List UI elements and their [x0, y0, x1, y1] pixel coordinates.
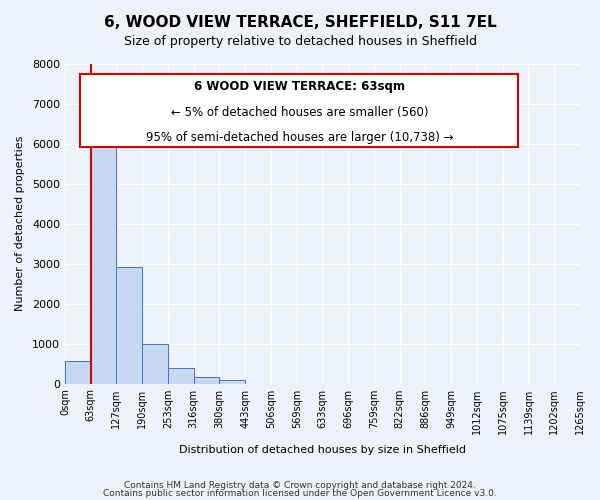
Text: Contains HM Land Registry data © Crown copyright and database right 2024.: Contains HM Land Registry data © Crown c…: [124, 481, 476, 490]
Text: Contains public sector information licensed under the Open Government Licence v3: Contains public sector information licen…: [103, 488, 497, 498]
Text: Size of property relative to detached houses in Sheffield: Size of property relative to detached ho…: [124, 35, 476, 48]
Bar: [116, 267, 142, 384]
Text: 6, WOOD VIEW TERRACE, SHEFFIELD, S11 7EL: 6, WOOD VIEW TERRACE, SHEFFIELD, S11 7EL: [104, 15, 496, 30]
Text: ← 5% of detached houses are smaller (560): ← 5% of detached houses are smaller (560…: [170, 106, 428, 118]
Text: 6 WOOD VIEW TERRACE: 63sqm: 6 WOOD VIEW TERRACE: 63sqm: [194, 80, 405, 93]
Bar: [194, 377, 220, 384]
Bar: [91, 128, 116, 384]
X-axis label: Distribution of detached houses by size in Sheffield: Distribution of detached houses by size …: [179, 445, 466, 455]
Text: 95% of semi-detached houses are larger (10,738) →: 95% of semi-detached houses are larger (…: [146, 131, 453, 144]
Bar: [65, 361, 91, 384]
Bar: [220, 380, 245, 384]
Y-axis label: Number of detached properties: Number of detached properties: [15, 136, 25, 312]
Bar: [168, 368, 194, 384]
FancyBboxPatch shape: [80, 74, 518, 147]
Bar: [142, 344, 168, 384]
